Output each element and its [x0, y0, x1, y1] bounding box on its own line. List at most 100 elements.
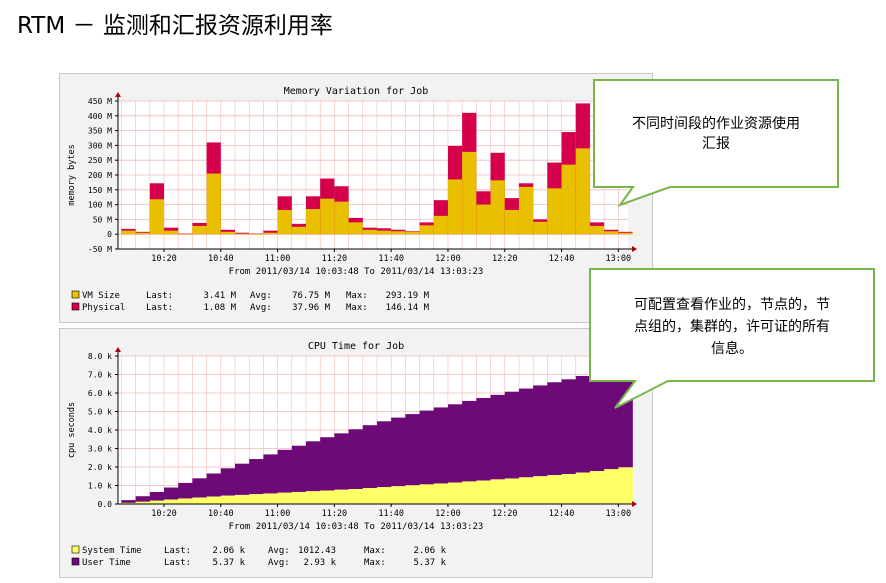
y-tick-label: 1.0 k	[88, 482, 112, 491]
user-time-bar	[405, 414, 420, 486]
user-time-bar	[220, 468, 236, 496]
legend-last-value: 2.06 k	[212, 546, 245, 556]
user-time-bar	[476, 397, 491, 481]
x-tick-label: 10:20	[151, 509, 177, 519]
system-time-bar	[561, 474, 577, 504]
vm-size-bar	[305, 209, 321, 235]
system-time-bar	[121, 502, 136, 504]
system-time-bar	[305, 491, 321, 504]
system-time-bar	[533, 476, 548, 504]
chart-title: Memory Variation for Job	[284, 86, 429, 97]
legend-avg-value: 37.96 M	[292, 303, 331, 313]
legend-last-value: 3.41 M	[203, 291, 236, 301]
vm-size-bar	[490, 180, 505, 235]
y-tick-label: 200 M	[88, 171, 112, 180]
system-time-bar	[504, 478, 520, 504]
x-tick-label: 11:20	[322, 509, 348, 519]
user-time-bar	[263, 454, 278, 494]
user-time-bar	[447, 404, 463, 483]
y-axis-label: memory bytes	[67, 144, 77, 205]
y-tick-label: 350 M	[88, 127, 112, 136]
system-time-bar	[263, 493, 278, 504]
legend-max-label: Max:	[364, 546, 386, 556]
x-axis-arrow	[632, 246, 637, 252]
legend-max-label: Max:	[364, 558, 386, 568]
y-tick-label: 8.0 k	[88, 352, 112, 361]
user-time-bar	[334, 433, 349, 490]
legend-max-label: Max:	[346, 303, 368, 313]
legend-max-value: 293.19 M	[386, 291, 430, 301]
system-time-bar	[376, 487, 392, 504]
vm-size-bar	[362, 229, 377, 235]
callout-memory-line-1: 不同时间段的作业资源使用	[632, 115, 800, 132]
system-time-bar	[192, 497, 207, 504]
y-tick-label: 250 M	[88, 156, 112, 165]
vm-size-bar	[561, 164, 576, 235]
x-tick-label: 12:40	[549, 254, 575, 264]
y-tick-label: 6.0 k	[88, 389, 112, 398]
system-time-bar	[419, 484, 435, 504]
y-axis-label: cpu seconds	[67, 402, 77, 458]
cpu-chart-panel: CPU Time for Job 8.0 k 7.0 k 6.0 k 5.0 k 4.0 …	[59, 328, 653, 578]
x-tick-label: 10:20	[151, 254, 177, 264]
system-time-bar	[490, 479, 506, 504]
vm-size-bar	[462, 151, 477, 235]
vm-size-bar	[533, 221, 548, 235]
legend-swatch	[71, 545, 80, 554]
vm-size-bar	[518, 186, 534, 235]
user-time-bar	[419, 410, 435, 485]
system-time-bar	[178, 498, 193, 504]
system-time-bar	[433, 483, 449, 504]
callout-cpu-line-2: 点组的，集群的，许可证的所有	[634, 318, 830, 335]
user-time-bar	[234, 463, 250, 495]
user-time-bar	[490, 394, 506, 480]
user-time-bar	[462, 400, 477, 482]
user-time-bar	[291, 445, 307, 492]
user-time-bar	[249, 459, 264, 495]
legend-name: User Time	[82, 558, 131, 568]
y-tick-label: 400 M	[88, 112, 112, 121]
x-tick-label: 10:40	[208, 254, 234, 264]
x-tick-label: 12:20	[492, 509, 518, 519]
y-tick-label: 150 M	[88, 186, 112, 195]
system-time-bar	[149, 500, 165, 504]
slide-title: RTM － 监测和汇报资源利用率	[17, 13, 333, 39]
system-time-bar	[362, 488, 378, 504]
physical-bar	[263, 230, 278, 235]
system-time-bar	[135, 501, 151, 504]
y-tick-label: 50 M	[93, 215, 112, 224]
vm-size-bar	[476, 204, 491, 235]
system-time-bar	[575, 472, 591, 504]
time-range: From 2011/03/14 10:03:48 To 2011/03/14 1…	[229, 267, 484, 277]
system-time-bar	[249, 494, 264, 504]
x-axis-arrow	[632, 501, 637, 507]
user-time-bar	[348, 429, 364, 490]
physical-bar	[234, 232, 250, 235]
user-time-bar	[178, 482, 193, 499]
system-time-bar	[462, 481, 477, 504]
user-time-bar	[533, 385, 548, 477]
memory-chart-panel: Memory Variation for Job 450 M 400 M 350 M 3…	[59, 73, 653, 323]
vm-size-bar	[149, 199, 165, 235]
legend-avg-label: Avg:	[268, 546, 290, 556]
legend-last-label: Last:	[164, 558, 191, 568]
legend-max-value: 5.37 k	[413, 558, 446, 568]
system-time-bar	[206, 496, 222, 504]
vm-size-bar	[348, 222, 363, 235]
user-time-bar	[135, 496, 151, 502]
system-time-bar	[334, 489, 349, 504]
system-time-bar	[164, 499, 179, 504]
callout-cpu-line-3: 信息。	[711, 340, 753, 357]
user-time-bar	[206, 473, 222, 497]
x-tick-label: 13:00	[606, 254, 632, 264]
user-time-bar	[433, 407, 449, 484]
legend-name: VM Size	[82, 291, 120, 301]
legend-last-value: 1.08 M	[203, 303, 236, 313]
system-time-bar	[291, 491, 307, 504]
y-axis-arrow	[115, 347, 121, 352]
user-time-bar	[277, 449, 293, 493]
vm-size-bar	[618, 232, 633, 235]
x-tick-label: 12:20	[492, 254, 518, 264]
user-time-bar	[121, 500, 136, 503]
system-time-bar	[277, 492, 293, 504]
